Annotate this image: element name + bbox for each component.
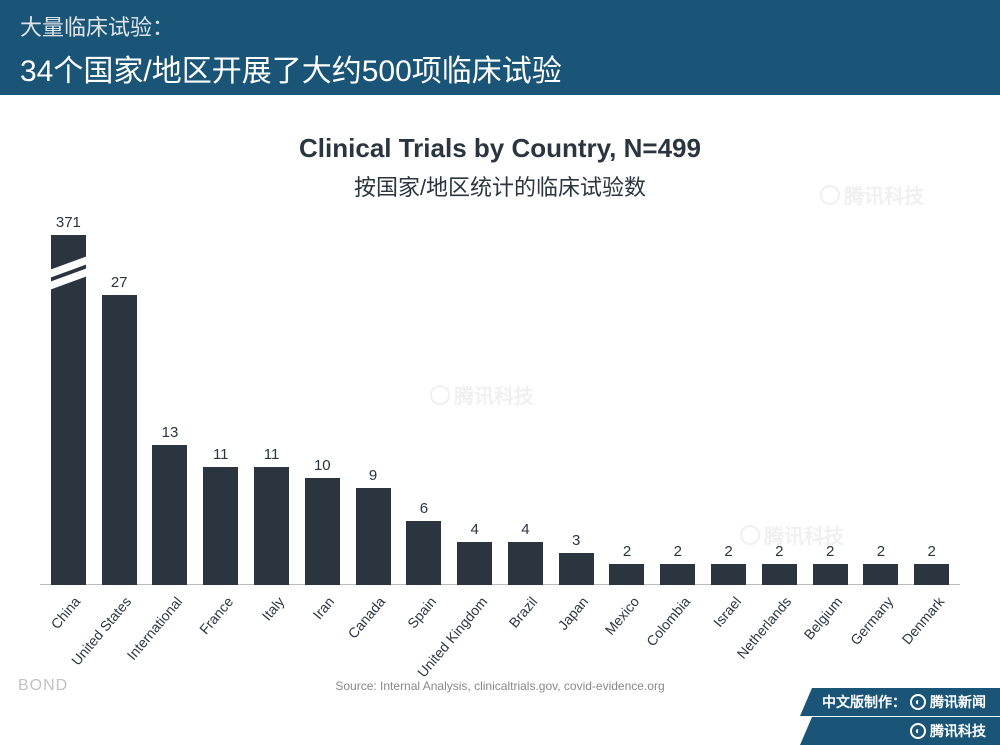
bar-label: Italy: [258, 594, 287, 624]
bar-group: 11France: [202, 446, 239, 585]
bar: [559, 553, 594, 585]
bar: [356, 488, 391, 585]
header-line-1: 大量临床试验：: [20, 10, 980, 42]
chart-area: Clinical Trials by Country, N=499 按国家/地区…: [0, 95, 1000, 705]
bar-group: 2Netherlands: [761, 543, 798, 585]
bar-group: 4United Kingdom: [456, 521, 493, 585]
bar-value: 27: [111, 274, 128, 291]
bar-group: 2Mexico: [609, 543, 646, 585]
badge-prefix: 中文版制作：: [822, 692, 906, 712]
badge-credit: 中文版制作： ◐ 腾讯新闻: [800, 688, 1000, 716]
bar: [457, 542, 492, 585]
bar: [305, 478, 340, 585]
bar: [762, 564, 797, 585]
bar-group: 6Spain: [405, 500, 442, 585]
bar-label: France: [196, 594, 236, 638]
bar-value: 4: [521, 521, 529, 538]
bar: [813, 564, 848, 585]
bar: [203, 467, 238, 585]
bar-label: Mexico: [602, 594, 643, 638]
bar-value: 2: [826, 543, 834, 560]
bar-group: 2Denmark: [913, 543, 950, 585]
bar-value: 2: [724, 543, 732, 560]
bar: [102, 295, 137, 585]
bar: [406, 521, 441, 585]
badge-label-2: 腾讯科技: [930, 721, 986, 741]
bar-value: 2: [928, 543, 936, 560]
bar-label: Brazil: [506, 594, 541, 631]
tencent-news-icon: ◐: [910, 694, 926, 710]
bars-container: 371China 27United States 13International 11…: [50, 185, 950, 585]
bar-value: 3: [572, 532, 580, 549]
bar-group: 9Canada: [355, 467, 392, 585]
header-line-2: 34个国家/地区开展了大约500项临床试验: [20, 46, 980, 90]
header-banner: 大量临床试验： 34个国家/地区开展了大约500项临床试验: [0, 0, 1000, 95]
bar-group: 2Belgium: [812, 543, 849, 585]
bar-value: 9: [369, 467, 377, 484]
bar: [863, 564, 898, 585]
chart-title: Clinical Trials by Country, N=499: [0, 133, 1000, 164]
bar: [508, 542, 543, 585]
bar-group: 4Brazil: [507, 521, 544, 585]
bar: [609, 564, 644, 585]
bar-group: 2Colombia: [659, 543, 696, 585]
bar-label: Iran: [310, 594, 338, 623]
bar-label: Colombia: [643, 594, 693, 650]
badge-label-1: 腾讯新闻: [930, 692, 986, 712]
bar-group: 3Japan: [558, 532, 595, 585]
bar-label: China: [48, 594, 84, 632]
bar-group: 13International: [152, 424, 189, 585]
bar-group: 11Italy: [253, 446, 290, 585]
badge-tech: ◐ 腾讯科技: [800, 717, 1000, 745]
bar-label: Spain: [404, 594, 439, 632]
bar-label: Israel: [710, 594, 744, 631]
bar-label: Germany: [847, 594, 896, 648]
bar: [254, 467, 289, 585]
bar-value: 2: [775, 543, 783, 560]
bar: [152, 445, 187, 585]
bar-value: 2: [877, 543, 885, 560]
bar-value: 11: [213, 446, 229, 463]
tencent-tech-icon: ◐: [910, 723, 926, 739]
bar-label: Belgium: [801, 594, 846, 643]
bar-group: 2Israel: [710, 543, 747, 585]
footer-badges: 中文版制作： ◐ 腾讯新闻 ◐ 腾讯科技: [800, 688, 1000, 745]
bar: [660, 564, 695, 585]
bar-value: 371: [56, 214, 81, 231]
bar: [51, 235, 86, 585]
bar-value: 4: [470, 521, 478, 538]
bar-label: Japan: [555, 594, 592, 634]
bar-label: Canada: [345, 594, 389, 642]
bar-label: Denmark: [898, 594, 947, 648]
bar-value: 11: [264, 446, 280, 463]
bar: [914, 564, 949, 585]
bar-value: 2: [674, 543, 682, 560]
bar-value: 10: [314, 457, 331, 474]
bar-group: 27United States: [101, 274, 138, 585]
bar-group: 371China: [50, 214, 87, 585]
bar-value: 6: [420, 500, 428, 517]
bar-group: 2Germany: [863, 543, 900, 585]
bar-group: 10Iran: [304, 457, 341, 585]
bar: [711, 564, 746, 585]
bar-value: 13: [162, 424, 179, 441]
bar-value: 2: [623, 543, 631, 560]
